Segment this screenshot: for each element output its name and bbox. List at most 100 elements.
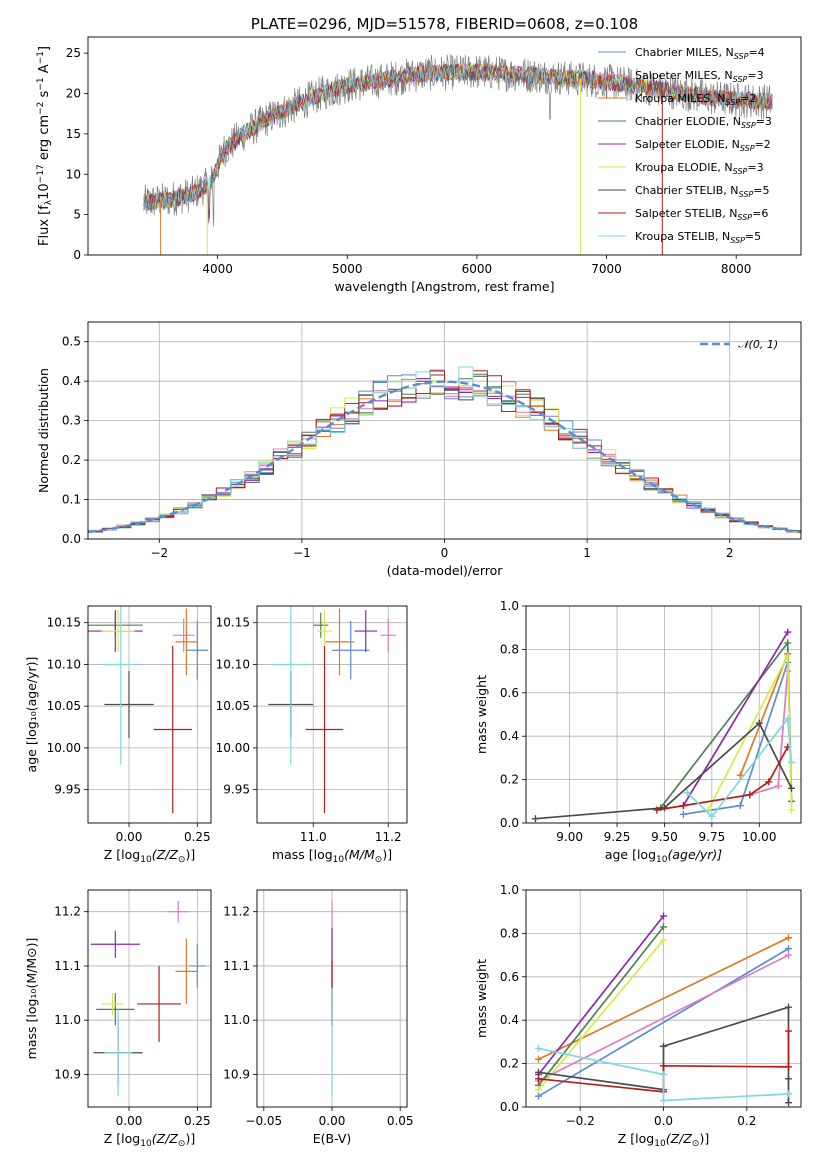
y-tick-label: 0.0 (62, 532, 81, 546)
x-tick-label: 6000 (462, 262, 493, 276)
y-tick-label: 0.4 (62, 374, 81, 388)
spectrum-panel: 4000 5000 6000 7000 8000 0 5 10 15 20 25 PLATE=0296… (36, 15, 802, 294)
y-tick-label: 15 (66, 127, 81, 141)
errorbar-chab_elodie (96, 993, 135, 1026)
x-tick-label: 10.00 (742, 830, 776, 844)
marker-salp_elodie (784, 628, 792, 636)
y-tick-label: 10.05 (47, 699, 81, 713)
axes-frame (87, 605, 212, 824)
marker-chab_miles (535, 1092, 542, 1100)
x-tick-label: 1 (583, 546, 591, 560)
marker-salp_stelib (679, 802, 687, 810)
marker-chab_stelib (531, 815, 539, 823)
y-tick-label: 10.00 (216, 741, 250, 755)
y-tick-label: 0.4 (500, 1013, 519, 1027)
series-kroupa_elodie (707, 655, 793, 811)
x-tick-label: 8000 (721, 262, 752, 276)
marker-salp_miles (774, 782, 782, 790)
spectrum-model-salp_elodie (143, 63, 773, 219)
grid (257, 606, 407, 823)
marker-chab_stelib (660, 1042, 667, 1050)
y-tick-label: 11.0 (54, 1013, 81, 1027)
marker-salp_stelib (785, 1063, 792, 1071)
errorbar-kroupa_stelib (104, 1009, 132, 1097)
marker-chab_stelib (785, 1099, 792, 1107)
y-tick-label: 0.2 (62, 453, 81, 467)
errorbar-kroupa_elodie (101, 610, 135, 652)
series-lines (531, 628, 796, 823)
legend-entry: Kroupa STELIB, NSSP=5 (635, 230, 761, 245)
axes-frame (525, 605, 802, 824)
grid (526, 605, 801, 824)
spectrum-model-salp_stelib (143, 63, 773, 221)
legend-entry: Salpeter ELODIE, NSSP=2 (635, 138, 771, 153)
x-axis-label: age [log10(age/yr)] (605, 847, 722, 865)
errorbar-salp_stelib (153, 646, 192, 813)
marker-salp_stelib (746, 791, 754, 799)
y-tick-label: 25 (66, 46, 81, 60)
x-axis-label: Z [log10(Z/Z⊙)] (104, 1131, 195, 1149)
y-tick-label: 0.5 (62, 335, 81, 349)
series-kroupa_stelib (686, 716, 793, 818)
y-tick-label: 1.0 (500, 883, 519, 897)
marker-kroupa_stelib (788, 758, 796, 766)
y-tick-label: 10.00 (47, 741, 81, 755)
y-tick-label: 9.95 (54, 783, 81, 797)
y-tick-label: 0.8 (500, 926, 519, 940)
errorbars (268, 606, 396, 813)
errorbar-salp_miles (380, 618, 396, 652)
histogram-salp_stelib (88, 370, 801, 533)
y-tick-label: 0.4 (500, 729, 519, 743)
y-tick-label: 0.8 (500, 642, 519, 656)
marker-kroupa_stelib (660, 1096, 667, 1104)
age_vs_mass-panel: 11.0 11.2 9.95 10.00 10.05 10.10 10.15 mass [lo… (216, 605, 408, 865)
legend-entry: Salpeter STELIB, NSSP=6 (635, 207, 768, 222)
x-tick-label: 2 (726, 546, 734, 560)
spectrum-model-salp_miles (143, 62, 773, 221)
marker-kroupa_elodie (784, 652, 792, 660)
x-axis-label: (data-model)/error (387, 563, 504, 578)
series-salp_miles (538, 954, 789, 1082)
series-chab_elodie (537, 926, 665, 1086)
x-axis-label: E(B-V) (313, 1131, 352, 1146)
errorbar-salp_elodie (90, 930, 140, 958)
errorbar-chab_elodie (313, 612, 329, 638)
legend-entry: Kroupa ELODIE, NSSP=3 (635, 161, 764, 176)
errorbars (88, 606, 209, 813)
legend-entry: Kroupa MILES, NSSP=2 (635, 92, 756, 107)
errorbar-kroupa_miles (175, 608, 198, 676)
marker-kroupa_miles (785, 934, 792, 942)
age_vs_Z-panel: 0.00 0.25 9.95 10.00 10.05 10.10 10.15 Z [log10… (24, 605, 212, 865)
mw_vs_Z-panel: −0.2 0.0 0.2 0.0 0.2 0.4 0.6 0.8 1.0 Z [log10(Z/Z… (474, 883, 802, 1149)
legend-entry: Salpeter MILES, NSSP=3 (635, 69, 764, 84)
x-axis-label: wavelength [Angstrom, rest frame] (334, 279, 554, 294)
errorbar-chab_miles (189, 944, 206, 988)
grid (88, 890, 211, 1107)
errorbar-salp_elodie (354, 610, 377, 652)
y-tick-label: 11.2 (223, 905, 250, 919)
errorbar-chab_miles (186, 621, 209, 680)
marker-kroupa_elodie (788, 806, 796, 814)
series-lines (535, 912, 792, 1107)
y-tick-label: 0.2 (500, 1057, 519, 1071)
marker-chab_stelib (535, 1068, 542, 1076)
series-chab_elodie (660, 640, 793, 809)
errorbar-salp_miles (167, 900, 190, 923)
legend-entry: 𝒩(0, 1) (738, 338, 778, 351)
x-tick-label: 5000 (332, 262, 363, 276)
series-kroupa_stelib (538, 1047, 789, 1102)
y-tick-label: 10.15 (47, 616, 81, 630)
y-tick-label: 0.6 (500, 970, 519, 984)
histogram-lines (88, 366, 801, 534)
legend-entry: Chabrier ELODIE, NSSP=3 (635, 115, 772, 130)
y-axis-label: mass weight (474, 959, 489, 1038)
marker-kroupa_stelib (784, 715, 792, 723)
y-axis-label: Normed distribution (36, 368, 51, 493)
mass_vs_ebv-panel: −0.05 0.00 0.05 10.9 11.0 11.1 11.2 E(B-V) (223, 889, 414, 1146)
series-salp_elodie (537, 915, 665, 1076)
spectrum-model-chab_stelib (143, 63, 773, 220)
x-axis-label: Z [log10(Z/Z⊙)] (618, 1131, 709, 1149)
y-axis-label: mass [log₁₀(M/M⊙)] (24, 938, 39, 1060)
y-tick-label: 11.1 (54, 959, 81, 973)
